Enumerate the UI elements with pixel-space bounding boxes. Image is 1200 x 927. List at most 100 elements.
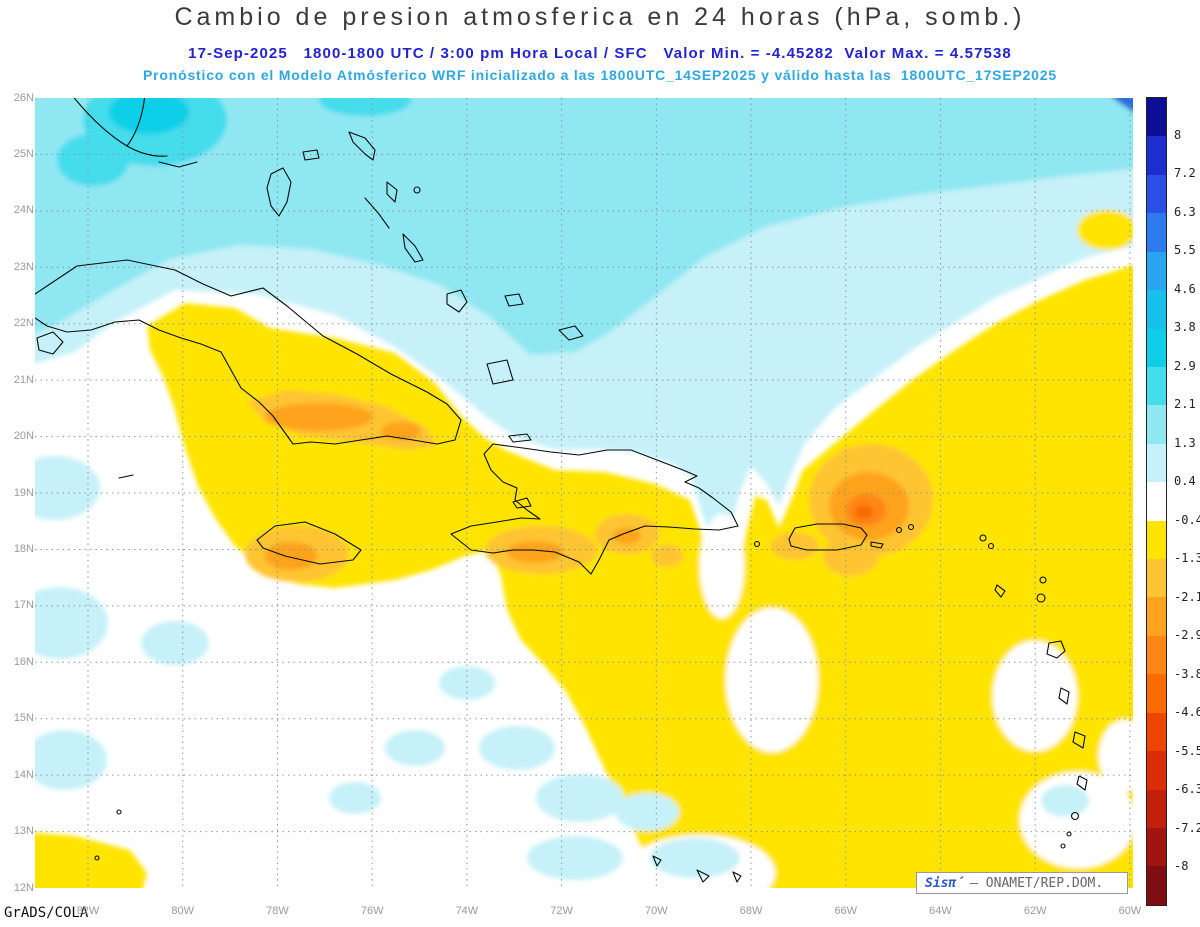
page-title: Cambio de presion atmosferica en 24 hora… <box>174 3 1026 31</box>
colorbar-tick-label: -5.5 <box>1174 743 1200 758</box>
colorbar-tick-label: 0.4 <box>1174 474 1196 489</box>
colorbar-cell <box>1147 674 1166 713</box>
coast-san-andres <box>94 855 100 861</box>
lat-tick-label: 19N <box>13 486 34 499</box>
colorbar-tick-label: -4.6 <box>1174 705 1200 720</box>
colorbar-tick-label: -8 <box>1174 859 1189 874</box>
colorbar-tick-label: 1.3 <box>1174 435 1196 450</box>
colorbar-tick-label: -3.8 <box>1174 666 1200 681</box>
lat-tick-label: 12N <box>13 881 34 894</box>
lon-tick-label: 72W <box>550 905 573 917</box>
coast-crooked-acklins <box>446 289 468 313</box>
colorbar-tick-label: 4.6 <box>1174 281 1196 296</box>
coast-florida-keys <box>158 161 198 168</box>
lon-tick-label: 66W <box>834 905 858 917</box>
coast-new-providence <box>302 149 320 161</box>
coast-grenadines-1 <box>1066 831 1072 837</box>
lat-tick-label: 26N <box>13 91 34 104</box>
coast-mayaguana <box>504 293 524 307</box>
colorbar-tick-label: 6.3 <box>1174 204 1196 219</box>
colorbar-tick-label: 5.5 <box>1174 243 1196 258</box>
coast-san-salvador <box>413 186 421 194</box>
coast-eleuthera <box>348 131 376 161</box>
coast-grenadines-2 <box>1060 843 1066 849</box>
coast-cayman <box>118 474 134 479</box>
coast-providencia <box>116 809 122 815</box>
colorbar-tick-label: 8 <box>1174 127 1182 142</box>
coast-hispaniola <box>450 443 739 575</box>
coast-inagua <box>486 359 514 385</box>
coast-florida-east <box>126 98 146 147</box>
lon-tick-label: 62W <box>1023 905 1047 917</box>
coast-st-vincent <box>1070 811 1080 821</box>
colorbar-tick-label: 7.2 <box>1174 166 1196 181</box>
lon-tick-label: 68W <box>739 905 763 917</box>
colorbar-cell <box>1147 712 1166 752</box>
coast-gonave <box>512 497 532 509</box>
coast-andros <box>266 167 292 217</box>
colorbar-tick-label: 3.8 <box>1174 320 1196 335</box>
colorbar-cell <box>1147 635 1166 675</box>
colorbar-cell <box>1147 559 1166 598</box>
lat-tick-label: 13N <box>13 825 34 838</box>
colorbar-tick-label: -1.3 <box>1174 551 1200 566</box>
coast-virgin-2 <box>907 523 915 531</box>
map-canvas <box>35 98 1133 888</box>
lon-tick-label: 60W <box>1118 905 1142 917</box>
coast-aruba <box>652 855 662 867</box>
colorbar-cell <box>1147 136 1166 175</box>
lon-tick-label: 76W <box>360 905 384 917</box>
coast-jamaica <box>256 521 362 565</box>
colorbar-cell <box>1147 443 1166 483</box>
lat-tick-label: 22N <box>13 317 34 330</box>
coast-barbuda <box>1039 576 1047 584</box>
lon-tick-label: 70W <box>645 905 668 917</box>
coast-curacao <box>696 869 710 883</box>
lon-tick-label: 82W <box>76 905 100 917</box>
lat-tick-label: 14N <box>13 768 34 781</box>
colorbar-cell <box>1147 866 1166 905</box>
lat-tick-label: 21N <box>13 373 34 386</box>
grads-credit: GrADS/COLA <box>4 905 89 921</box>
grid-layer <box>35 98 1133 888</box>
colorbar-cell <box>1147 290 1166 329</box>
coast-isla-juventud <box>36 331 64 355</box>
lat-tick-label: 23N <box>13 260 34 273</box>
colorbar-cell <box>1147 789 1166 829</box>
coast-tortuga <box>508 433 532 443</box>
colorbar-cell <box>1147 366 1166 406</box>
shading-layer <box>35 98 1133 888</box>
colorbar-tick-label: -2.9 <box>1174 628 1200 643</box>
coast-long-island <box>402 233 424 263</box>
coast-exumas <box>364 197 390 229</box>
watermark-org: – ONAMET/REP.DOM. <box>970 875 1104 891</box>
lat-tick-label: 15N <box>13 712 34 725</box>
coast-st-martin <box>987 542 995 550</box>
colorbar-cell <box>1147 251 1166 291</box>
lon-tick-label: 80W <box>171 905 195 917</box>
colorbar-tick-label: -2.1 <box>1174 589 1200 604</box>
coast-puerto-rico <box>788 523 868 551</box>
lat-tick-label: 24N <box>13 204 34 217</box>
lat-tick-label: 17N <box>13 599 34 612</box>
coast-antigua <box>1036 593 1046 603</box>
watermark-box: Sisπ́ – ONAMET/REP.DOM. <box>916 872 1128 894</box>
lat-tick-label: 18N <box>13 542 34 555</box>
colorbar-tick-label: 2.1 <box>1174 397 1196 412</box>
coast-cuba <box>35 259 462 445</box>
watermark-brand: Sisπ́ <box>925 875 965 891</box>
lat-tick-label: 20N <box>13 430 34 443</box>
coastline-layer <box>35 98 1088 883</box>
lat-tick-label: 25N <box>13 147 34 160</box>
coast-martinique <box>1072 731 1086 749</box>
colorbar-cell <box>1147 597 1166 636</box>
lat-tick-label: 16N <box>13 655 34 668</box>
lon-tick-label: 74W <box>455 905 479 917</box>
coast-mona <box>753 540 761 548</box>
coast-turks-caicos <box>558 325 584 341</box>
colorbar-cell <box>1147 751 1166 790</box>
colorbar-cell <box>1147 405 1166 444</box>
colorbar <box>1146 97 1167 906</box>
coast-bonaire <box>732 871 742 883</box>
coast-vieques <box>870 541 884 549</box>
